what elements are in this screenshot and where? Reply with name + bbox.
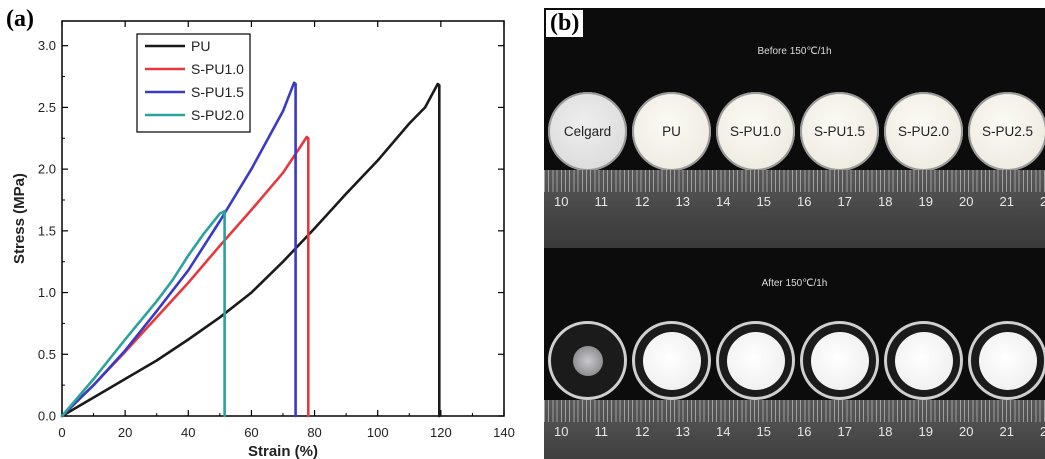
- x-axis-label: Strain (%): [248, 443, 318, 459]
- ruler-number: 21: [999, 194, 1014, 209]
- ruler-number: 20: [959, 194, 974, 209]
- ruler-number: 10: [554, 194, 569, 209]
- panel-a-label: (a): [6, 6, 34, 32]
- ruler-number: 18: [878, 194, 893, 209]
- ruler-number: 12: [635, 194, 650, 209]
- legend-label: S-PU1.5: [191, 84, 244, 100]
- stress-strain-chart: 0 20 40 60 80 100 120 140 0.0 0.5 1.0 1.5 2.0 2.5 3.0 S…: [11, 20, 515, 459]
- ruler-number: 18: [878, 424, 893, 439]
- ruler-number: 16: [797, 194, 812, 209]
- before-row: Celgard PU S-PU1.0 S-PU1.5 S-PU2.0 S-PU2…: [548, 92, 1045, 171]
- y-tick-label: 0.0: [38, 409, 56, 424]
- membrane: [894, 331, 953, 390]
- ruler-number: 17: [837, 424, 852, 439]
- x-tick-label: 100: [367, 425, 389, 440]
- membrane: [642, 331, 701, 390]
- series-line-s-pu2-0: [60, 209, 226, 418]
- ruler-number: 2: [1040, 424, 1045, 439]
- ruler-number: 17: [837, 194, 852, 209]
- sample-disc-after: [800, 321, 879, 400]
- sample-disc-before: S-PU2.0: [884, 92, 963, 171]
- x-tick-label: 120: [430, 425, 452, 440]
- sample-disc-before: S-PU2.5: [968, 92, 1045, 171]
- sample-label: S-PU2.5: [981, 124, 1034, 139]
- ruler-number: 15: [756, 194, 771, 209]
- sample-disc-after: [548, 321, 627, 400]
- ruler-number: 14: [716, 424, 731, 439]
- plot-frame: [61, 20, 505, 417]
- y-tick-label: 1.0: [38, 285, 56, 300]
- sample-disc-after: [716, 321, 795, 400]
- x-tick-label: 60: [244, 425, 258, 440]
- ruler-number: 20: [959, 424, 974, 439]
- ruler-number: 11: [594, 424, 609, 439]
- panel-b-label: (b): [546, 10, 584, 37]
- ruler-number: 10: [554, 424, 569, 439]
- sample-label: S-PU2.0: [897, 124, 950, 139]
- ruler-number: 13: [675, 194, 690, 209]
- x-tick-label: 80: [307, 425, 321, 440]
- sample-label: PU: [662, 124, 681, 139]
- sample-disc-after: [884, 321, 963, 400]
- ruler-ticks: [544, 170, 1045, 192]
- legend-label: S-PU1.0: [191, 61, 244, 77]
- sample-disc-before: PU: [632, 92, 711, 171]
- x-tick-label: 20: [118, 425, 132, 440]
- series-line-pu: [60, 82, 441, 418]
- x-tick-label: 0: [58, 425, 65, 440]
- legend-label: S-PU2.0: [191, 107, 244, 123]
- ruler-number: 21: [999, 424, 1014, 439]
- legend-label: PU: [191, 38, 210, 54]
- membrane: [810, 331, 869, 390]
- y-tick-label: 3.0: [38, 38, 56, 53]
- ruler-number: 11: [594, 194, 609, 209]
- x-tick-label: 140: [493, 425, 515, 440]
- y-axis-label: Stress (MPa): [11, 173, 28, 264]
- ruler-number: 15: [756, 424, 771, 439]
- sample-photo: Before 150℃/1h Celgard PU S-PU1.0 S-PU1.…: [544, 8, 1045, 459]
- sample-disc-before: S-PU1.5: [800, 92, 879, 171]
- sample-disc-before: Celgard: [548, 92, 627, 171]
- x-tick-label: 40: [181, 425, 195, 440]
- ruler-number: 16: [797, 424, 812, 439]
- shrunk-membrane: [572, 345, 603, 376]
- ruler-bottom: 10 11 12 13 14 15 16 17 18 19 20 21 2: [544, 400, 1045, 459]
- ruler-numbers: 10 11 12 13 14 15 16 17 18 19 20 21 2: [554, 194, 1045, 209]
- sample-label: S-PU1.5: [813, 124, 866, 139]
- ruler-number: 19: [918, 424, 933, 439]
- membrane: [978, 331, 1037, 390]
- ruler-number: 12: [635, 424, 650, 439]
- ruler-number: 14: [716, 194, 731, 209]
- y-tick-label: 2.0: [38, 162, 56, 177]
- ruler-number: 19: [918, 194, 933, 209]
- ruler-ticks: [544, 400, 1045, 422]
- sample-disc-after: [968, 321, 1045, 400]
- sample-disc-before: S-PU1.0: [716, 92, 795, 171]
- ruler-top: 10 11 12 13 14 15 16 17 18 19 20 21 2: [544, 170, 1045, 248]
- series-line-s-pu1-5: [60, 81, 297, 418]
- after-title: After 150℃/1h: [761, 278, 828, 289]
- y-tick-label: 1.5: [38, 223, 56, 238]
- membrane: [726, 331, 785, 390]
- ruler-number: 13: [675, 424, 690, 439]
- sample-disc-after: [632, 321, 711, 400]
- before-title: Before 150℃/1h: [757, 46, 832, 57]
- after-row: [548, 321, 1045, 400]
- sample-label: S-PU1.0: [729, 124, 782, 139]
- y-tick-label: 0.5: [38, 347, 56, 362]
- ruler-numbers: 10 11 12 13 14 15 16 17 18 19 20 21 2: [554, 424, 1045, 439]
- ruler-number: 2: [1040, 194, 1045, 209]
- sample-label: Celgard: [563, 124, 612, 139]
- y-tick-label: 2.5: [38, 100, 56, 115]
